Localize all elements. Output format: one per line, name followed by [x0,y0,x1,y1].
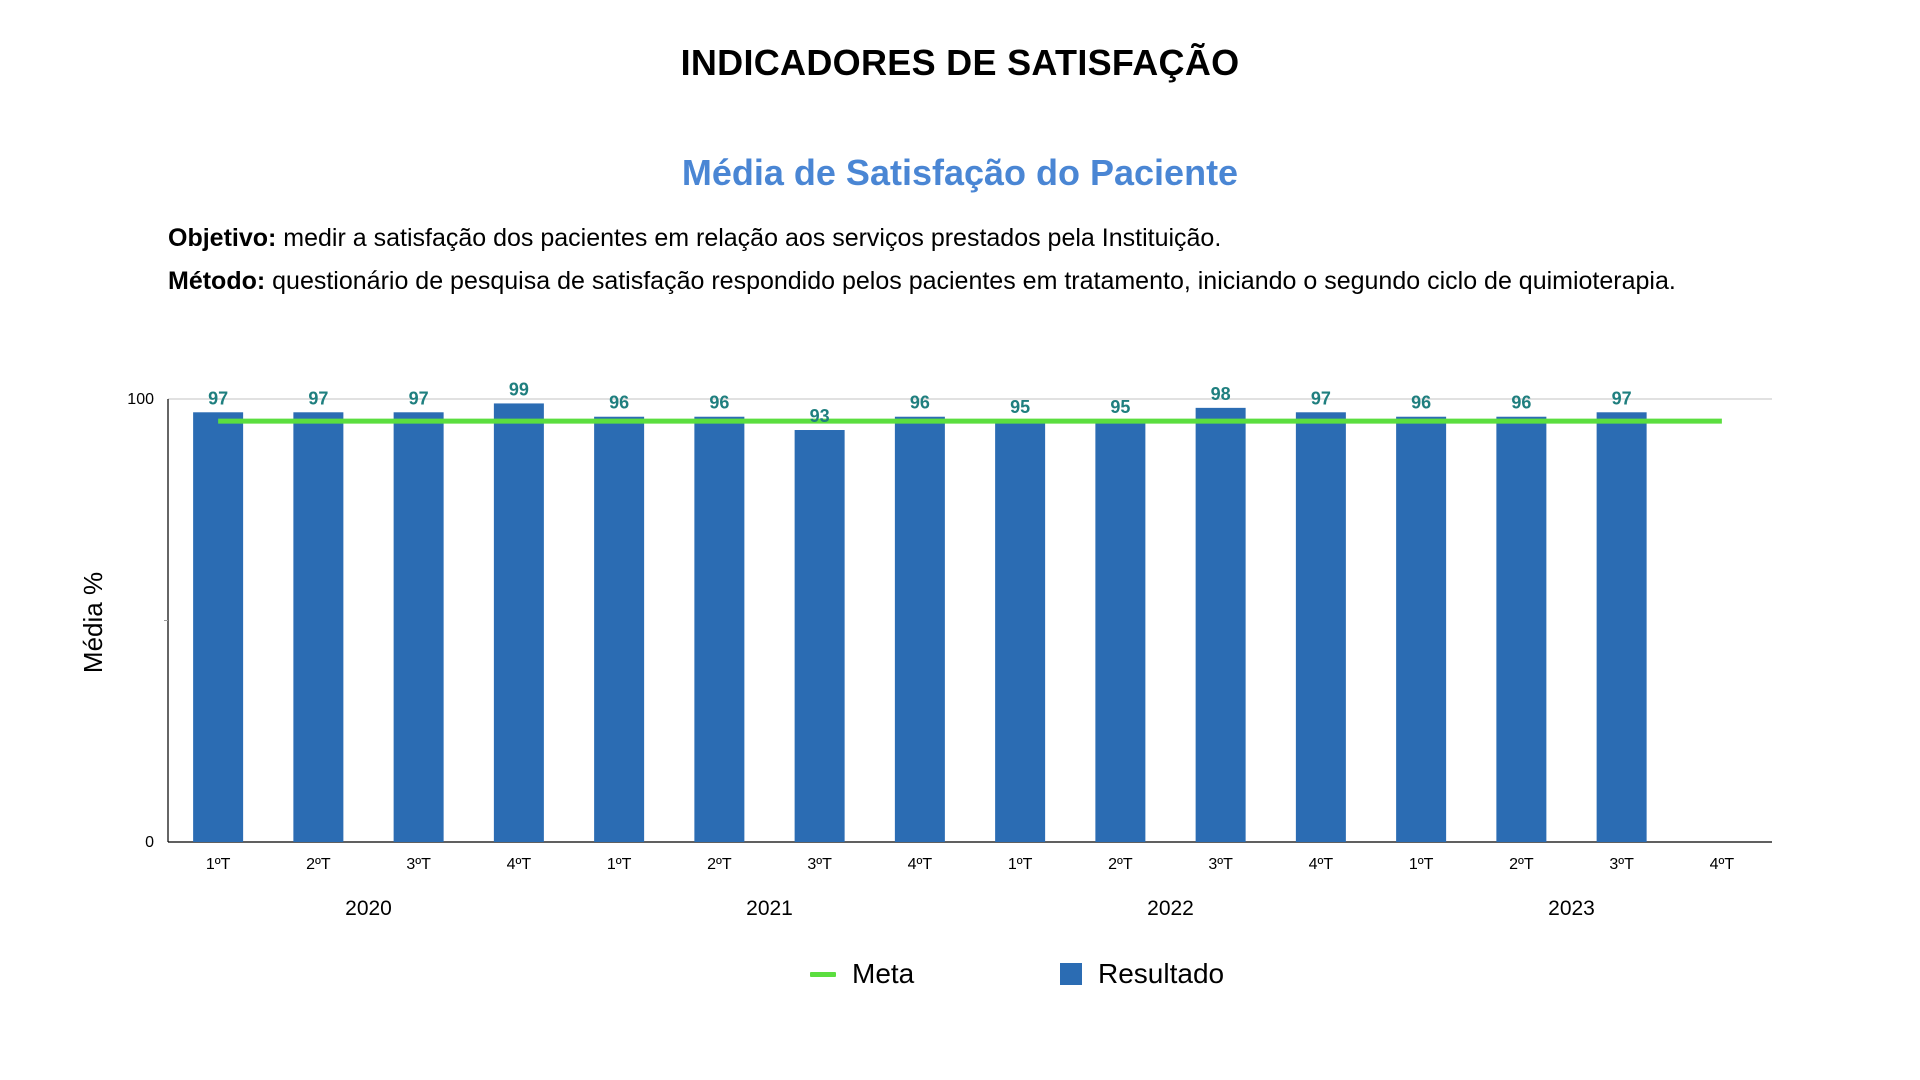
metodo-label: Método: [168,267,266,295]
objetivo-line: Objetivo: medir a satisfação dos pacient… [168,223,1221,253]
data-label: 97 [208,388,228,408]
x-tick-label: 3ºT [807,856,832,873]
x-tick-label: 1ºT [1409,856,1434,873]
data-label: 96 [1411,393,1431,413]
bar [1195,407,1246,842]
bar [1095,421,1146,842]
y-axis-label: Média % [78,572,108,673]
legend-meta-label: Meta [852,958,915,989]
legend-item-resultado: Resultado [1060,958,1224,990]
data-label: 95 [1010,397,1030,417]
x-tick-label: 3ºT [406,856,431,873]
x-tick-label: 1ºT [206,856,231,873]
data-label: 98 [1211,384,1231,404]
legend-resultado-label: Resultado [1098,958,1225,989]
x-tick-label: 1ºT [1008,856,1033,873]
year-label: 2020 [345,897,392,920]
year-label: 2021 [746,897,793,920]
x-tick-label: 4ºT [908,856,933,873]
page-title: INDICADORES DE SATISFAÇÃO [680,42,1240,83]
x-tick-label: 4ºT [1710,856,1735,873]
y-tick-label: 0 [145,834,154,851]
bar [1396,416,1447,842]
objetivo-label: Objetivo: [168,224,277,252]
bar [493,403,544,842]
bar [894,416,945,842]
data-label: 97 [1612,388,1632,408]
year-label: 2022 [1147,897,1194,920]
data-label: 93 [810,406,830,426]
x-tick-label: 1ºT [607,856,632,873]
data-label: 96 [1511,393,1531,413]
metodo-text: questionário de pesquisa de satisfação r… [265,267,1676,295]
bar [1295,412,1346,842]
x-tick-label: 4ºT [507,856,532,873]
bar [1596,412,1647,842]
x-tick-label: 2ºT [707,856,732,873]
bar [193,412,244,842]
chart-title: Média de Satisfação do Paciente [681,152,1239,193]
bar [293,412,344,842]
year-label: 2023 [1548,897,1595,920]
bar [694,416,745,842]
x-tick-label: 2ºT [1108,856,1133,873]
legend-resultado-swatch [1060,963,1082,985]
data-label: 96 [609,393,629,413]
x-tick-label: 2ºT [1509,856,1534,873]
data-label: 99 [509,379,529,399]
bar [393,412,444,842]
bar [1496,416,1547,842]
legend-item-meta: Meta [810,958,914,990]
x-tick-label: 2ºT [306,856,331,873]
data-label: 95 [1110,397,1130,417]
x-tick-label: 3ºT [1208,856,1233,873]
x-tick-label: 4ºT [1309,856,1334,873]
x-tick-label: 3ºT [1609,856,1634,873]
data-label: 96 [910,393,930,413]
bar [995,421,1046,842]
objetivo-text: medir a satisfação dos pacientes em rela… [276,224,1222,252]
data-label: 97 [409,388,429,408]
data-label: 96 [709,393,729,413]
bar [594,416,645,842]
bar [794,430,845,842]
data-label: 97 [1311,388,1331,408]
metodo-line: Método: questionário de pesquisa de sati… [168,266,1676,296]
data-label: 97 [308,388,328,408]
legend-meta-line [810,971,836,977]
y-tick-label: 100 [127,391,154,408]
